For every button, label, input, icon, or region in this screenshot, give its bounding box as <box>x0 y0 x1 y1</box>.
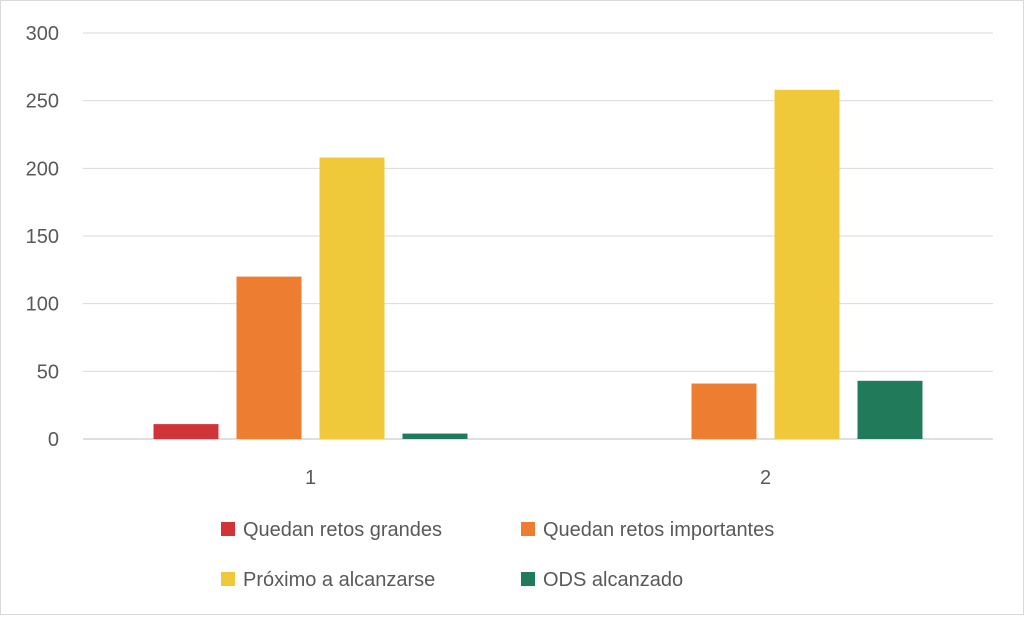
bar <box>153 424 219 439</box>
gridlines <box>83 32 993 440</box>
legend-swatch <box>521 522 535 536</box>
bar <box>319 157 385 440</box>
legend-label: ODS alcanzado <box>543 569 683 591</box>
y-tick-label: 250 <box>26 91 59 113</box>
legend-swatch <box>521 572 535 586</box>
bar <box>774 89 840 439</box>
bar <box>236 276 302 439</box>
y-tick-label: 200 <box>26 158 59 180</box>
legend-swatch <box>221 572 235 586</box>
bars <box>153 89 923 440</box>
x-tick-label: 2 <box>760 467 771 489</box>
bar <box>402 433 468 439</box>
y-tick-label: 150 <box>26 226 59 248</box>
y-tick-label: 100 <box>26 294 59 316</box>
y-axis-ticks: 0 50 100 150 200 250 300 <box>26 23 59 451</box>
legend: Quedan retos grandes Quedan retos importa… <box>221 519 774 591</box>
x-tick-label: 1 <box>305 467 316 489</box>
y-tick-label: 50 <box>37 361 59 383</box>
legend-swatch <box>221 522 235 536</box>
y-tick-label: 0 <box>48 429 59 451</box>
y-tick-label: 300 <box>26 23 59 45</box>
bar <box>857 380 923 439</box>
bar <box>691 383 757 439</box>
legend-label: Quedan retos grandes <box>243 519 442 541</box>
legend-label: Quedan retos importantes <box>543 519 774 541</box>
legend-label: Próximo a alcanzarse <box>243 569 435 591</box>
